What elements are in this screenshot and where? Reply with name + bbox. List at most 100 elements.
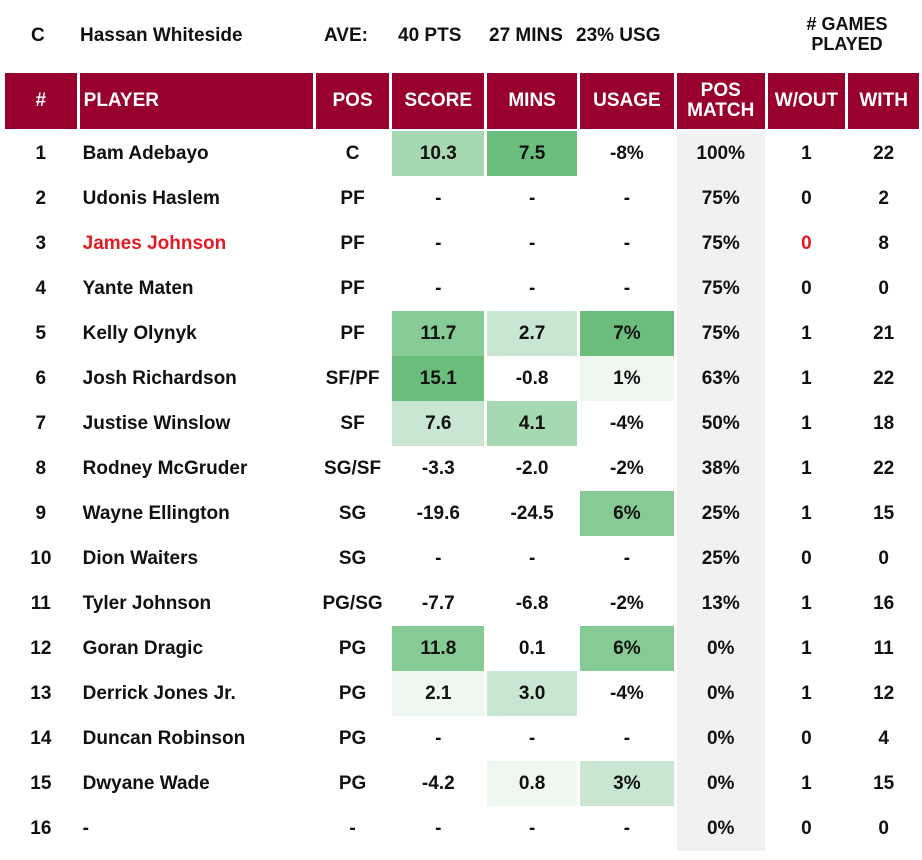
position-cell: SF/PF (325, 367, 380, 389)
games-without-cell: 0 (801, 232, 812, 254)
player-name-cell: Bam Adebayo (82, 142, 209, 164)
row-number: 4 (35, 277, 47, 299)
player-name-cell: James Johnson (82, 232, 227, 254)
table-row: 9 Wayne Ellington SG -19.6 -24.5 6% 25% 1 15 (5, 491, 919, 536)
score-cell: - (435, 232, 442, 254)
games-with-cell: 11 (873, 637, 894, 659)
score-cell: 2.1 (392, 671, 485, 716)
pos-match-cell: 63% (676, 356, 765, 401)
position-cell: PG (338, 682, 367, 704)
usage-cell: - (623, 232, 631, 254)
games-without-cell: 0 (801, 727, 812, 749)
mins-cell: 4.1 (487, 401, 577, 446)
score-cell: - (435, 727, 442, 749)
player-name-cell: Goran Dragic (82, 637, 204, 659)
games-without-cell: 0 (801, 817, 812, 839)
pos-match-cell: 38% (676, 446, 765, 491)
position-cell: SG (338, 547, 367, 569)
row-number: 15 (30, 772, 52, 794)
player-summary-bar: C Hassan Whiteside AVE: 40 PTS 27 MINS 2… (0, 0, 922, 72)
player-name-cell: Dwyane Wade (82, 772, 210, 794)
row-number: 2 (35, 187, 47, 209)
pos-match-cell: 0% (676, 761, 765, 806)
usage-cell: -4% (610, 682, 644, 704)
table-row: 13 Derrick Jones Jr. PG 2.1 3.0 -4% 0% 1 12 (5, 671, 919, 716)
usage-cell: -8% (610, 142, 644, 164)
table-row: 6 Josh Richardson SF/PF 15.1 -0.8 1% 63% 1 22 (5, 356, 919, 401)
mins-cell: 7.5 (487, 131, 577, 176)
games-played-label: # GAMES PLAYED (806, 14, 888, 54)
usage-cell: 6% (580, 626, 674, 671)
row-number: 6 (35, 367, 47, 389)
games-without-cell: 1 (801, 322, 812, 344)
row-number: 16 (30, 817, 52, 839)
pos-match-cell: 13% (676, 581, 765, 626)
player-name-cell: Wayne Ellington (82, 502, 230, 524)
table-row: 10 Dion Waiters SG - - - 25% 0 0 (5, 536, 919, 581)
header-score: SCORE (392, 73, 485, 131)
position-cell: C (345, 142, 360, 164)
usage-cell: - (623, 187, 631, 209)
score-cell: 15.1 (392, 356, 485, 401)
position-cell: PG (338, 727, 367, 749)
score-cell: -4.2 (421, 772, 455, 794)
mins-cell: 0.1 (518, 637, 546, 659)
mins-cell: - (528, 187, 536, 209)
mins-cell: -6.8 (515, 592, 549, 614)
row-number: 1 (35, 142, 47, 164)
mins-cell: 3.0 (487, 671, 577, 716)
position-cell: - (349, 817, 356, 839)
pos-match-cell: 75% (676, 221, 765, 266)
games-with-cell: 12 (873, 682, 895, 704)
pos-match-cell: 25% (676, 536, 765, 581)
table-row: 16 - - - - - 0% 0 0 (5, 806, 919, 851)
table-row: 5 Kelly Olynyk PF 11.7 2.7 7% 75% 1 21 (5, 311, 919, 356)
row-number: 3 (35, 232, 47, 254)
row-number: 8 (35, 457, 47, 479)
row-number: 9 (35, 502, 47, 524)
pos-match-cell: 100% (676, 131, 765, 176)
games-with-cell: 15 (873, 772, 895, 794)
games-without-cell: 1 (801, 682, 812, 704)
games-with-cell: 15 (873, 502, 895, 524)
player-name-cell: Duncan Robinson (82, 727, 246, 749)
games-with-cell: 0 (878, 817, 889, 839)
mins-cell: 0.8 (487, 761, 577, 806)
score-cell: -3.3 (421, 457, 455, 479)
games-with-cell: 18 (873, 412, 895, 434)
row-number: 10 (30, 547, 52, 569)
games-with-cell: 21 (873, 322, 895, 344)
header-usage: USAGE (580, 73, 674, 131)
mins-cell: 2.7 (487, 311, 577, 356)
header-without: W/OUT (767, 73, 846, 131)
lineup-table: # PLAYER POS SCORE MINS USAGE POS MATCH … (2, 73, 922, 851)
score-cell: - (435, 187, 442, 209)
games-with-cell: 8 (878, 232, 889, 254)
usage-cell: -2% (610, 457, 644, 479)
score-cell: -19.6 (416, 502, 460, 524)
table-row: 11 Tyler Johnson PG/SG -7.7 -6.8 -2% 13% 1 16 (5, 581, 919, 626)
row-number: 5 (35, 322, 47, 344)
usage-cell: 1% (580, 356, 674, 401)
average-minutes: 27 MINS (489, 25, 563, 46)
player-name-cell: Rodney McGruder (82, 457, 248, 479)
position-cell: SF (340, 412, 365, 434)
table-row: 3 James Johnson PF - - - 75% 0 8 (5, 221, 919, 266)
row-number: 12 (30, 637, 52, 659)
row-number: 11 (30, 592, 51, 614)
usage-cell: 6% (580, 491, 674, 536)
position-label: C (31, 25, 45, 46)
games-with-cell: 2 (878, 187, 889, 209)
position-cell: PF (340, 277, 365, 299)
usage-cell: - (623, 727, 631, 749)
header-row: # PLAYER POS SCORE MINS USAGE POS MATCH … (5, 73, 919, 131)
usage-cell: -2% (610, 592, 644, 614)
position-cell: PF (340, 322, 365, 344)
player-name-cell: Yante Maten (82, 277, 194, 299)
games-without-cell: 1 (801, 772, 812, 794)
table-body: 1 Bam Adebayo C 10.3 7.5 -8% 100% 1 22 2 Udonis Ha… (5, 131, 919, 851)
mins-cell: - (528, 817, 536, 839)
row-number: 7 (35, 412, 47, 434)
position-cell: SG/SF (324, 457, 382, 479)
games-with-cell: 4 (878, 727, 889, 749)
